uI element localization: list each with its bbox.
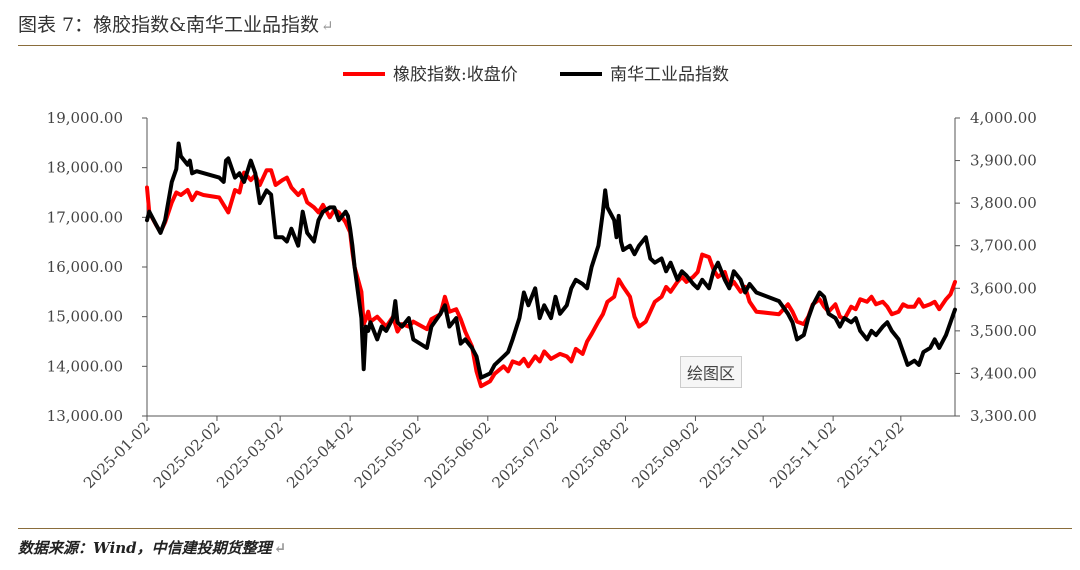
x-tick-label: 2025-07-02: [488, 418, 562, 492]
footer-divider: [18, 528, 1072, 529]
return-mark-icon: ↵: [321, 17, 334, 35]
left-tick-label: 15,000.00: [47, 308, 123, 326]
left-tick-label: 17,000.00: [47, 208, 123, 226]
right-tick-label: 3,800.00: [970, 194, 1037, 212]
title-divider: [18, 45, 1072, 46]
right-tick-label: 3,900.00: [970, 152, 1037, 170]
page-title-text: 图表 7：橡胶指数&南华工业品指数: [18, 14, 320, 36]
x-tick-label: 2025-11-02: [766, 418, 840, 492]
right-tick-label: 3,500.00: [970, 322, 1037, 340]
left-tick-label: 13,000.00: [47, 407, 123, 425]
plot-area-label: 绘图区: [680, 356, 743, 388]
x-tick-label: 2025-03-02: [213, 418, 287, 492]
series-line-nanhua-industrial-index: [145, 141, 957, 380]
left-tick-label: 19,000.00: [47, 109, 123, 127]
x-tick-label: 2025-08-02: [558, 418, 632, 492]
x-tick-label: 2025-12-02: [834, 418, 908, 492]
return-mark-icon: ↵: [273, 539, 287, 557]
left-tick-label: 14,000.00: [47, 357, 123, 375]
legend-label: 南华工业品指数: [610, 65, 729, 85]
left-tick-label: 16,000.00: [47, 258, 123, 276]
x-tick-label: 2025-01-02: [80, 418, 154, 492]
page-title: 图表 7：橡胶指数&南华工业品指数 ↵: [18, 10, 334, 37]
x-tick-label: 2025-05-02: [351, 418, 425, 492]
x-tick-label: 2025-06-02: [421, 418, 495, 492]
series-line-rubber-index: [145, 168, 957, 389]
x-tick-label: 2025-10-02: [696, 418, 770, 492]
source-note: 数据来源：Wind，中信建投期货整理 ↵: [18, 537, 286, 558]
x-tick-label: 2025-09-02: [628, 418, 702, 492]
title-bar: 图表 7：橡胶指数&南华工业品指数 ↵: [0, 0, 1080, 42]
source-text: 数据来源：Wind，中信建投期货整理: [18, 539, 272, 557]
x-tick-label: 2025-02-02: [150, 418, 224, 492]
left-tick-label: 18,000.00: [47, 159, 123, 177]
right-tick-label: 3,600.00: [970, 279, 1037, 297]
right-tick-label: 3,300.00: [970, 407, 1037, 425]
right-tick-label: 4,000.00: [970, 109, 1037, 127]
chart: 13,000.00 14,000.00 15,000.00 16,000.00 17,0…: [47, 65, 1037, 492]
legend-label: 橡胶指数:收盘价: [393, 65, 518, 85]
x-tick-label: 2025-04-02: [283, 418, 357, 492]
right-tick-label: 3,400.00: [970, 364, 1037, 382]
right-tick-label: 3,700.00: [970, 237, 1037, 255]
